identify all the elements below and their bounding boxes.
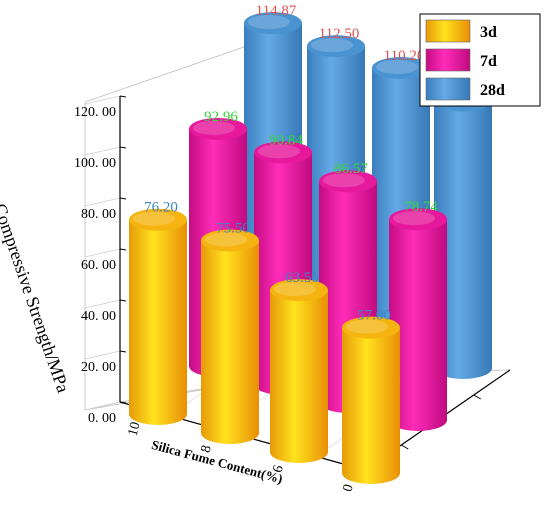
back-gridline (84, 95, 121, 105)
bar-top-highlight (133, 211, 175, 226)
data-label-7d-10: 92.96 (204, 109, 238, 125)
back-gridline (84, 350, 121, 360)
data-label-3d-0: 57.00 (357, 308, 391, 324)
legend-swatch-3d (425, 19, 471, 43)
bar-top-highlight (248, 15, 290, 30)
y-tick-label: 80. 00 (81, 207, 116, 222)
y-tick-label: 20. 00 (81, 360, 116, 375)
bar-body (270, 290, 328, 463)
bar-top-highlight (205, 232, 247, 247)
back-gridline (84, 146, 121, 156)
y-tick-mark (119, 350, 127, 353)
bar-body (129, 219, 187, 425)
x-tick-label: 6 (270, 464, 286, 475)
bars (129, 12, 492, 484)
y-tick-mark (119, 197, 127, 200)
legend: 3d 7d 28d (419, 13, 541, 107)
bar-top-highlight (274, 282, 316, 297)
depth-tick-mark (401, 444, 409, 450)
data-label-7d-6: 86.57 (334, 161, 368, 177)
data-label-7d-0: 78.74 (404, 199, 438, 215)
bar-top (389, 208, 447, 231)
y-tick-label: 100. 00 (74, 156, 116, 171)
data-label-7d-8: 90.84 (269, 132, 303, 148)
bar-top-highlight (393, 211, 435, 226)
y-tick-mark (119, 248, 127, 251)
y-tick-mark (119, 146, 127, 149)
bar-top-highlight (258, 144, 300, 159)
x-axis-title: Silica Fume Content(%) (150, 437, 284, 486)
legend-label-3d: 3d (480, 24, 497, 41)
bar-top (307, 35, 365, 58)
bar-3d-6 (270, 279, 328, 463)
bar-top (244, 12, 302, 35)
bar-body (389, 219, 447, 431)
back-gridline (84, 197, 121, 207)
bar-top (129, 208, 187, 231)
data-label-28d-6: 110.20 (384, 48, 425, 64)
back-gridline (84, 248, 121, 258)
back-gridline (84, 401, 121, 411)
y-tick-label: 120. 00 (74, 105, 116, 120)
bar-body (201, 240, 259, 444)
y-tick-label: 60. 00 (81, 258, 116, 273)
bar-top-highlight (376, 59, 418, 74)
y-tick-label: 40. 00 (81, 309, 116, 324)
bar-3d-8 (201, 229, 259, 444)
y-tick-mark (119, 401, 127, 404)
bar-3d-10 (129, 208, 187, 425)
bar-body (434, 100, 492, 380)
legend-swatch-28d (425, 77, 471, 101)
bar-body (342, 327, 400, 484)
bar-top-highlight (193, 120, 235, 135)
y-tick-label: 0. 00 (88, 411, 116, 426)
bar-top (342, 316, 400, 339)
legend-label-7d: 7d (480, 53, 497, 70)
bar-top (372, 56, 430, 79)
data-label-28d-10: 114.87 (256, 3, 297, 19)
y-axis-title: Compressive Strength/MPa (0, 201, 73, 395)
data-label-3d-10: 76.20 (144, 200, 178, 216)
x-tick-label: 10 (126, 420, 144, 437)
bar-top (189, 117, 247, 140)
data-label-3d-6: 63.50 (285, 270, 319, 286)
bar-7d-0 (389, 208, 447, 431)
bar-top (254, 141, 312, 164)
bar-top (319, 170, 377, 193)
y-tick-mark (119, 95, 127, 98)
legend-swatch-7d (425, 48, 471, 72)
bar-top (270, 279, 328, 302)
legend-label-28d: 28d (480, 82, 505, 99)
back-wall-gridlines (84, 95, 121, 411)
bar-top-highlight (346, 319, 388, 334)
data-labels: 76.20 75.50 63.50 57.00 92.96 90.84 86.57 78.74… (144, 3, 487, 324)
back-gridline (84, 299, 121, 309)
bar-top-highlight (323, 173, 365, 188)
data-label-28d-8: 112.50 (319, 26, 360, 42)
x-tick-label: 0 (340, 483, 356, 494)
bar-top (201, 229, 259, 252)
x-tick-label: 8 (198, 444, 214, 455)
y-axis-ticks: 0. 00 20. 00 40. 00 60. 00 80. 00 100. 00 120.… (74, 95, 127, 426)
y-tick-mark (119, 299, 127, 302)
data-label-3d-8: 75.50 (216, 220, 250, 236)
depth-tick-mark (473, 394, 481, 400)
bar-3d-0 (342, 316, 400, 484)
bar-top-highlight (311, 38, 353, 53)
